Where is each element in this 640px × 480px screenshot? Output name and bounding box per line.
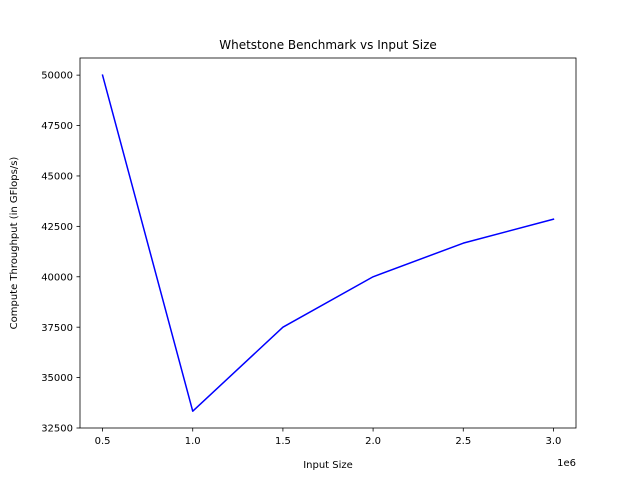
y-tick-label: 50000 [41, 71, 73, 82]
y-tick-label: 37500 [41, 323, 73, 334]
y-tick-label: 47500 [41, 121, 73, 132]
x-tick-label: 1.5 [275, 436, 291, 447]
series-line-0 [101, 74, 555, 412]
y-tick-label: 35000 [41, 373, 73, 384]
axes-frame [79, 57, 577, 429]
y-tick-label: 42500 [41, 222, 73, 233]
y-tick-label: 40000 [41, 272, 73, 283]
series-layer [101, 74, 555, 412]
x-tick-label: 1.0 [185, 436, 201, 447]
x-axis-offset-label: 1e6 [557, 458, 576, 469]
x-tick-label: 2.0 [365, 436, 381, 447]
y-tick-label: 32500 [41, 424, 73, 435]
y-axis-label: Compute Throughput (in GFlops/s) [9, 157, 20, 330]
chart-title: Whetstone Benchmark vs Input Size [219, 38, 437, 52]
x-tick-label: 2.5 [455, 436, 471, 447]
y-axis: 32500 35000 37500 40000 42500 45000 47500 50000 [41, 71, 80, 435]
x-axis-label: Input Size [303, 460, 353, 471]
plot-area [79, 57, 577, 429]
x-axis: 0.5 1.0 1.5 2.0 2.5 3.0 [95, 428, 562, 447]
x-tick-label: 3.0 [546, 436, 562, 447]
y-tick-label: 45000 [41, 172, 73, 183]
x-tick-label: 0.5 [95, 436, 111, 447]
